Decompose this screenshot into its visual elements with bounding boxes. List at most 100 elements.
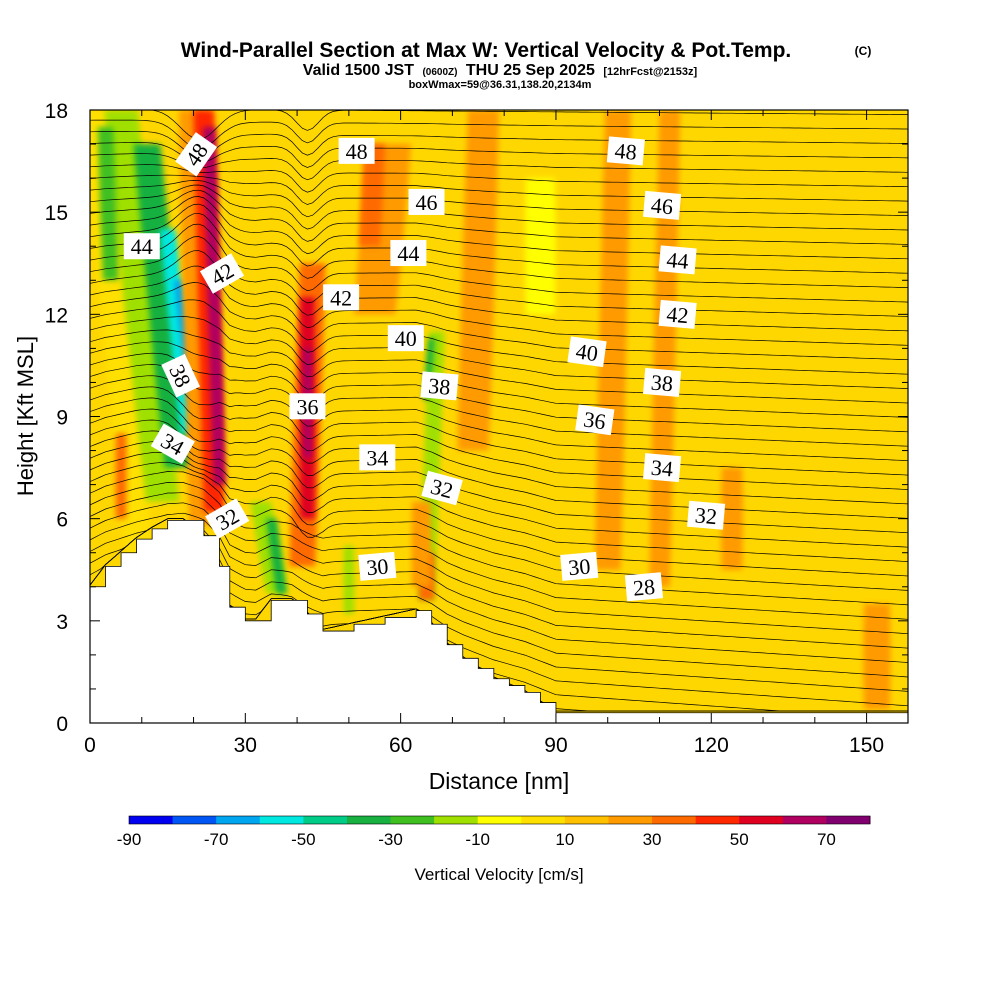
isentrope-line xyxy=(90,518,908,663)
colorbar-tick-label: 50 xyxy=(730,830,749,849)
chart-subtitle: Valid 1500 JST (0600Z) THU 25 Sep 2025 [… xyxy=(303,62,698,79)
theta-label-text: 44 xyxy=(666,247,690,274)
isentrope-line xyxy=(90,174,908,205)
isentrope-line xyxy=(90,502,908,635)
theta-label-text: 34 xyxy=(366,445,388,470)
theta-label-text: 28 xyxy=(632,574,656,601)
colorbar-tick-label: 70 xyxy=(817,830,836,849)
isentrope-line xyxy=(90,451,908,562)
colorbar-tick-label: -10 xyxy=(465,830,490,849)
forecast-tag: [12hrFcst@2153z] xyxy=(603,66,697,78)
theta-label-text: 44 xyxy=(397,241,419,266)
isentrope-line xyxy=(90,223,908,303)
isentrope-line xyxy=(90,142,908,168)
y-tick-label: 6 xyxy=(56,509,68,532)
colorbar-tick-label: -70 xyxy=(204,830,229,849)
y-tick-label: 9 xyxy=(56,407,68,430)
velocity-cell xyxy=(359,144,386,247)
colorbar-swatch xyxy=(303,816,348,824)
colorbar-swatch xyxy=(390,816,435,824)
theta-label-text: 30 xyxy=(567,553,591,580)
isentrope-line xyxy=(90,212,908,288)
velocity-cell xyxy=(202,127,226,485)
theta-label: 34 xyxy=(359,444,396,471)
colorbar-swatch xyxy=(826,816,871,824)
isentrope-line xyxy=(90,184,908,231)
colorbar-swatch xyxy=(782,816,827,824)
y-tick-label: 15 xyxy=(45,202,68,225)
velocity-cell xyxy=(721,467,743,570)
theta-label-text: 38 xyxy=(650,370,674,397)
theta-label-box xyxy=(643,453,682,483)
isentrope-line xyxy=(90,164,908,193)
isentrope-line xyxy=(90,265,908,346)
isentrope-line xyxy=(90,386,908,476)
colorbar-swatch xyxy=(216,816,261,824)
isentrope-line xyxy=(90,299,908,375)
isentrope-line xyxy=(90,408,908,505)
colorbar-swatch xyxy=(434,816,479,824)
theta-label-box xyxy=(387,325,424,352)
isentrope-line xyxy=(90,397,908,490)
theta-label: 32 xyxy=(687,500,726,530)
isentrope-line xyxy=(90,316,908,389)
theta-label-box xyxy=(175,132,218,177)
theta-label: 40 xyxy=(567,336,607,368)
theta-label-box xyxy=(658,245,697,275)
theta-label: 42 xyxy=(323,284,360,311)
theta-label-text: 34 xyxy=(650,455,674,482)
box-wmax-label: boxWmax=59@36.31,138.20,2134m xyxy=(409,79,592,91)
isentrope-line xyxy=(90,341,908,418)
x-tick-label: 30 xyxy=(234,734,257,757)
theta-label-text: 48 xyxy=(346,139,368,164)
velocity-cell xyxy=(266,518,287,594)
x-tick-label: 120 xyxy=(694,734,729,757)
isentrope-line xyxy=(90,119,908,150)
theta-label-text: 30 xyxy=(365,553,389,580)
theta-label-text: 36 xyxy=(296,394,318,419)
theta-label-text: 44 xyxy=(131,234,153,259)
isentrope-line xyxy=(90,512,908,649)
y-tick-label: 3 xyxy=(56,611,68,634)
velocity-cell xyxy=(343,545,355,615)
theta-label-box xyxy=(408,188,445,215)
theta-label-text: 40 xyxy=(395,326,417,351)
isentrope-line xyxy=(90,189,908,245)
theta-label-box xyxy=(123,233,160,260)
velocity-cell xyxy=(411,501,432,587)
copyright-mark: (C) xyxy=(855,44,872,58)
theta-label-text: 42 xyxy=(330,285,352,310)
theta-label-box xyxy=(390,240,427,267)
colorbar-swatch xyxy=(477,816,522,824)
colorbar: -90 -70 -50 -30 -10 10 30 50 70 xyxy=(117,815,871,849)
theta-label-box xyxy=(606,136,645,166)
theta-label-text: 36 xyxy=(582,406,607,434)
isentrope-line xyxy=(90,130,908,157)
theta-label-text: 46 xyxy=(650,192,674,219)
theta-label-text: 38 xyxy=(427,373,451,400)
utc-time: (0600Z) xyxy=(422,67,457,78)
isentrope-line xyxy=(90,153,908,181)
theta-label-box xyxy=(199,253,245,294)
isentrope-line xyxy=(90,471,908,591)
theta-label: 30 xyxy=(358,551,397,581)
theta-label-box xyxy=(289,393,326,420)
theta-label: 28 xyxy=(624,572,664,602)
valid-time: Valid 1500 JST xyxy=(303,62,414,79)
theta-label-box xyxy=(338,137,375,164)
theta-label: 48 xyxy=(606,136,645,166)
chart-title: Wind-Parallel Section at Max W: Vertical… xyxy=(181,39,792,62)
theta-label-box xyxy=(687,500,726,530)
theta-label-box xyxy=(323,284,360,311)
isentrope-line xyxy=(149,110,908,140)
colorbar-tick-label: -30 xyxy=(378,830,403,849)
isentrope-line xyxy=(90,196,908,260)
isentrope-line xyxy=(90,430,908,534)
theta-label-text: 48 xyxy=(614,138,638,165)
y-axis-label: Height [Kft MSL] xyxy=(13,336,38,496)
x-tick-label: 90 xyxy=(544,734,567,757)
velocity-cell xyxy=(594,110,632,570)
colorbar-tick-label: -50 xyxy=(291,830,316,849)
